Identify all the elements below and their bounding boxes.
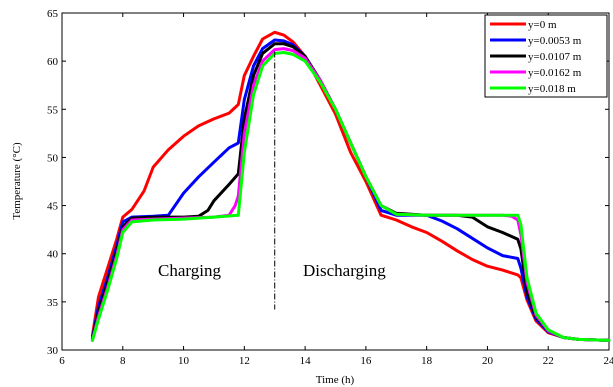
- y-tick-label: 55: [47, 104, 59, 116]
- x-tick-label: 22: [543, 355, 554, 367]
- x-axis-label: Time (h): [316, 374, 355, 386]
- x-tick-label: 20: [482, 355, 494, 367]
- x-tick-label: 24: [604, 355, 613, 367]
- y-tick-label: 40: [47, 249, 59, 261]
- x-tick-label: 8: [120, 355, 126, 367]
- y-tick-label: 30: [47, 345, 59, 357]
- x-tick-label: 6: [59, 355, 65, 367]
- discharging-annotation: Discharging: [303, 261, 386, 280]
- x-tick-label: 16: [360, 355, 372, 367]
- y-tick-label: 60: [47, 56, 59, 68]
- series-layer: [90, 30, 611, 342]
- y-tick-label: 50: [47, 152, 59, 164]
- legend-entry-label: y=0.0053 m: [528, 35, 582, 47]
- series-line-5: [90, 51, 611, 342]
- legend-entry-label: y=0.0162 m: [528, 67, 582, 79]
- charging-annotation: Charging: [158, 261, 221, 280]
- y-tick-label: 45: [47, 201, 59, 213]
- axis-ticks: 6 8 10 12 14 16 18 20 22 24 30 35 40 45 50 55 60 65: [47, 8, 613, 367]
- legend: y=0 m y=0.0053 m y=0.0107 m y=0.0162 m y=0.0…: [484, 14, 608, 98]
- x-tick-label: 12: [239, 355, 250, 367]
- x-tick-label: 14: [300, 355, 312, 367]
- y-tick-label: 35: [47, 297, 59, 309]
- x-tick-label: 10: [178, 355, 190, 367]
- y-axis-label: Temperature (°C): [11, 142, 23, 220]
- series-line-3: [90, 42, 611, 342]
- legend-entry-label: y=0.0107 m: [528, 51, 582, 63]
- y-tick-label: 65: [47, 8, 59, 20]
- x-tick-label: 18: [421, 355, 433, 367]
- legend-entry-label: y=0 m: [528, 19, 557, 31]
- legend-entry-label: y=0.018 m: [528, 83, 576, 95]
